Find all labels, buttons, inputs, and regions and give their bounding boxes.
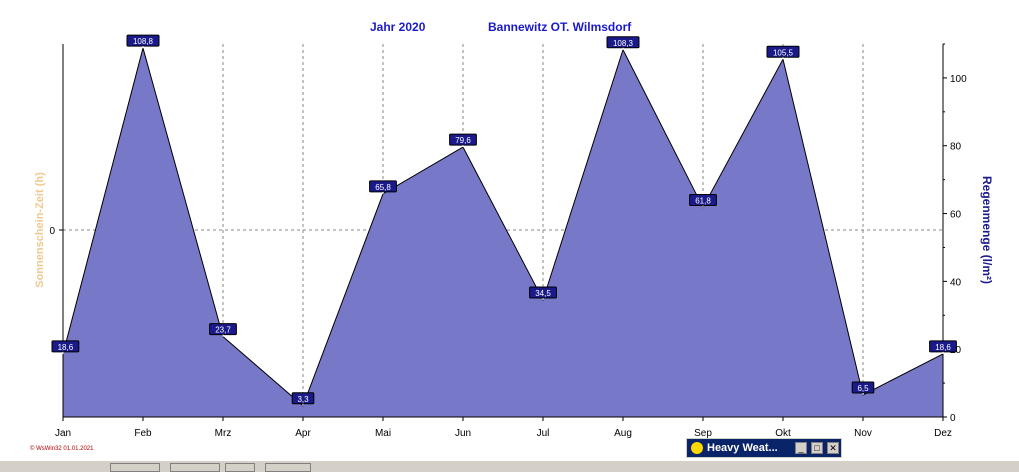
data-label: 6,5 [857,384,869,393]
rain-area [63,48,943,417]
x-tick-label: Feb [134,428,152,439]
windows-taskbar [0,460,1019,472]
x-tick-label: Nov [854,428,872,439]
x-tick-label: Okt [775,428,791,439]
chart-title-year: Jahr 2020 [370,20,426,34]
minimize-button[interactable]: _ [795,442,807,454]
copyright-note: © WsWin32 01.01.2021 [30,446,94,452]
rain-line [62,46,944,407]
data-label: 105,5 [773,48,794,57]
data-label: 108,8 [133,37,154,46]
x-tick-label: Sep [694,428,712,439]
data-label: 79,6 [455,136,471,145]
window-title: Heavy Weat... [707,442,778,454]
data-label: 61,8 [695,196,711,205]
x-tick-label: Dez [934,428,952,439]
close-button[interactable]: ✕ [827,442,839,454]
data-label: 34,5 [535,289,551,298]
data-label: 65,8 [375,183,391,192]
x-tick-label: Mai [375,428,391,439]
x-tick-label: Jul [537,428,550,439]
maximize-button[interactable]: □ [811,442,823,454]
x-tick-label: Apr [295,428,311,439]
y-left-tick-label: 0 [49,226,55,237]
data-label: 18,6 [58,343,74,352]
y-right-tick-label: 80 [950,142,962,153]
x-tick-label: Aug [614,428,632,439]
y-right-tick-label: 0 [950,413,956,424]
data-label: 18,6 [935,343,951,352]
x-tick-label: Mrz [215,428,232,439]
x-tick-label: Jun [455,428,471,439]
y-axis-left-label: Sonnenschein-Zeit (h) [34,172,46,288]
y-axis-right-label: Regenmenge (l/m²) [980,175,994,285]
y-right-tick-label: 40 [950,277,962,288]
data-label-box [51,340,80,353]
chart-title-location: Bannewitz OT. Wilmsdorf [488,20,632,34]
data-label: 23,7 [215,326,231,335]
data-label: 3,3 [297,395,309,404]
x-tick-label: Jan [55,428,71,439]
minimized-window-heavy-weather[interactable]: Heavy Weat... _ □ ✕ [686,438,842,458]
sun-icon [691,442,703,454]
y-right-tick-label: 100 [950,74,967,85]
data-label: 108,3 [613,39,634,48]
y-right-tick-label: 60 [950,210,962,221]
